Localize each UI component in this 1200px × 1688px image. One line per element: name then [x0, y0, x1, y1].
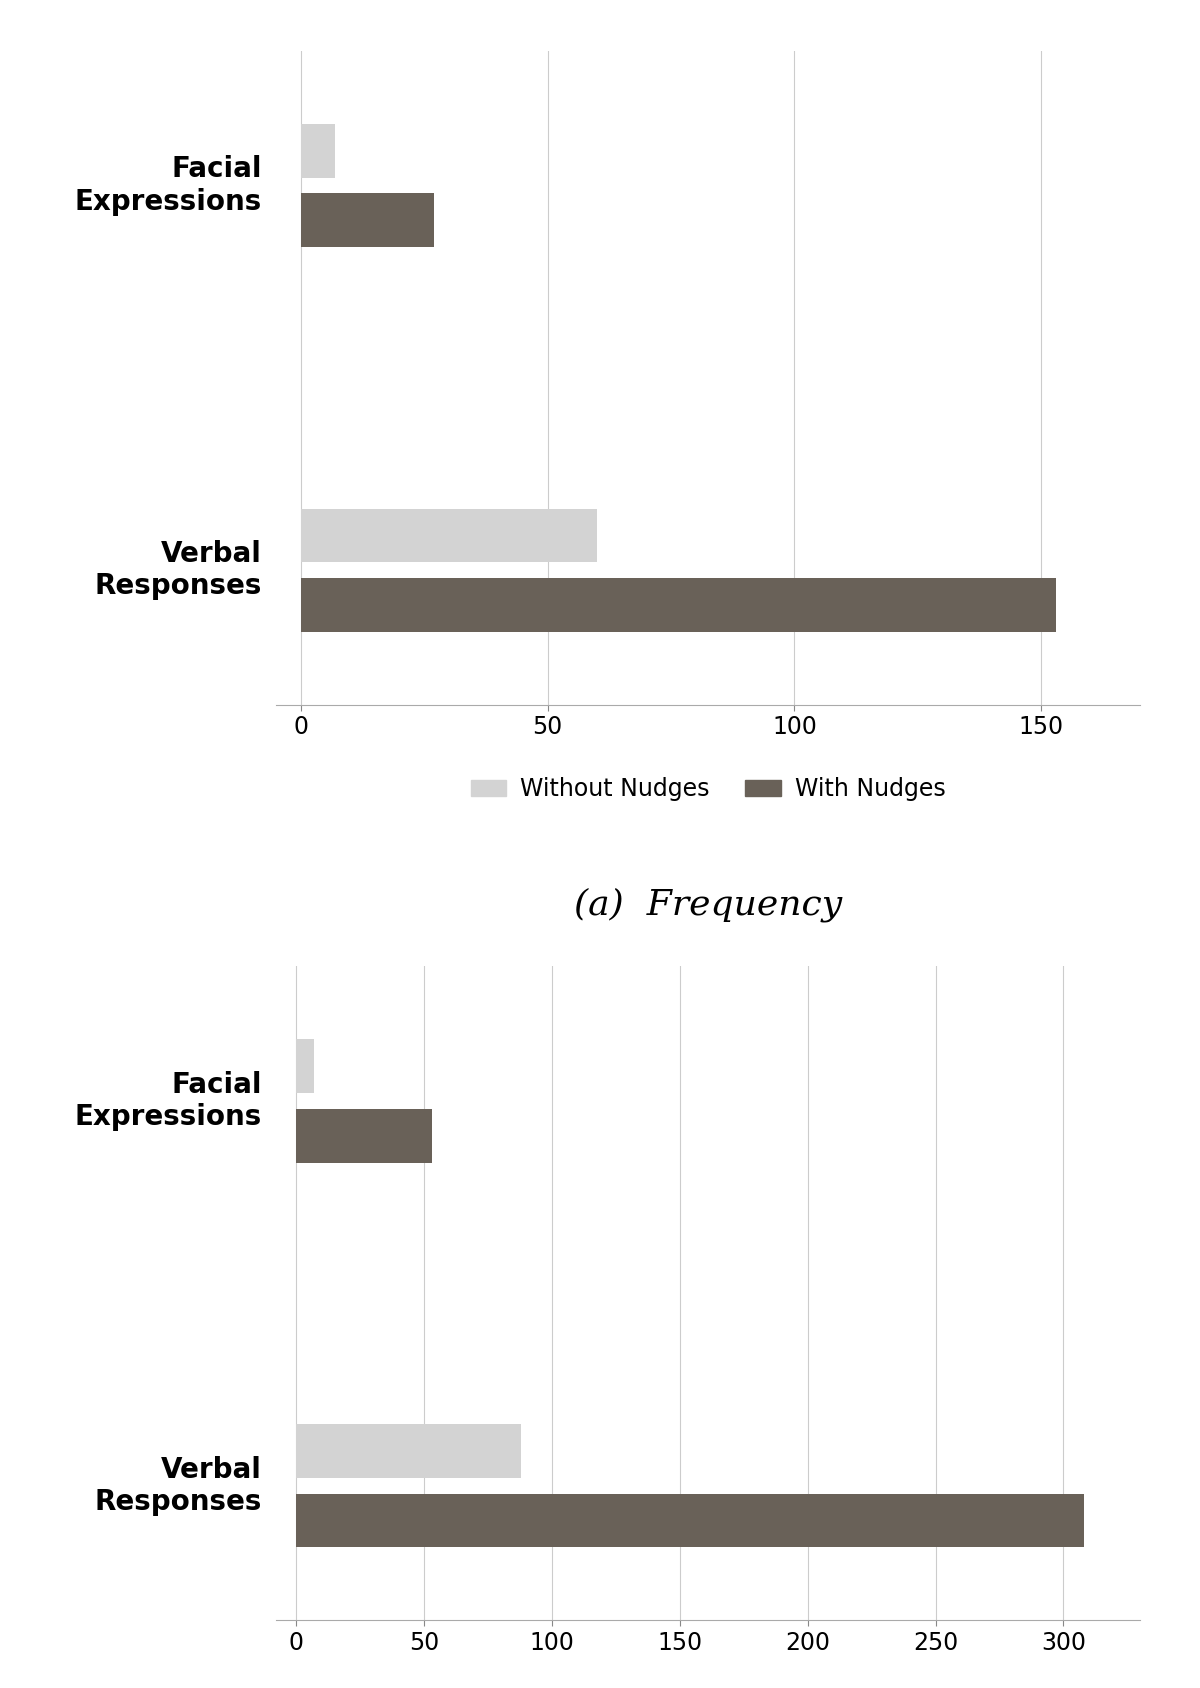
Bar [301, 123, 335, 177]
Bar [296, 1040, 314, 1094]
Text: (a)  Frequency: (a) Frequency [574, 888, 842, 922]
Bar [296, 1494, 1084, 1548]
Bar [301, 508, 596, 562]
Legend: Without Nudges, With Nudges: Without Nudges, With Nudges [461, 768, 955, 810]
Legend: Without Nudges, With Nudges: Without Nudges, With Nudges [461, 1683, 955, 1688]
Bar [301, 192, 434, 246]
Bar [301, 577, 1056, 631]
Bar [296, 1109, 432, 1163]
Bar [296, 1425, 521, 1479]
